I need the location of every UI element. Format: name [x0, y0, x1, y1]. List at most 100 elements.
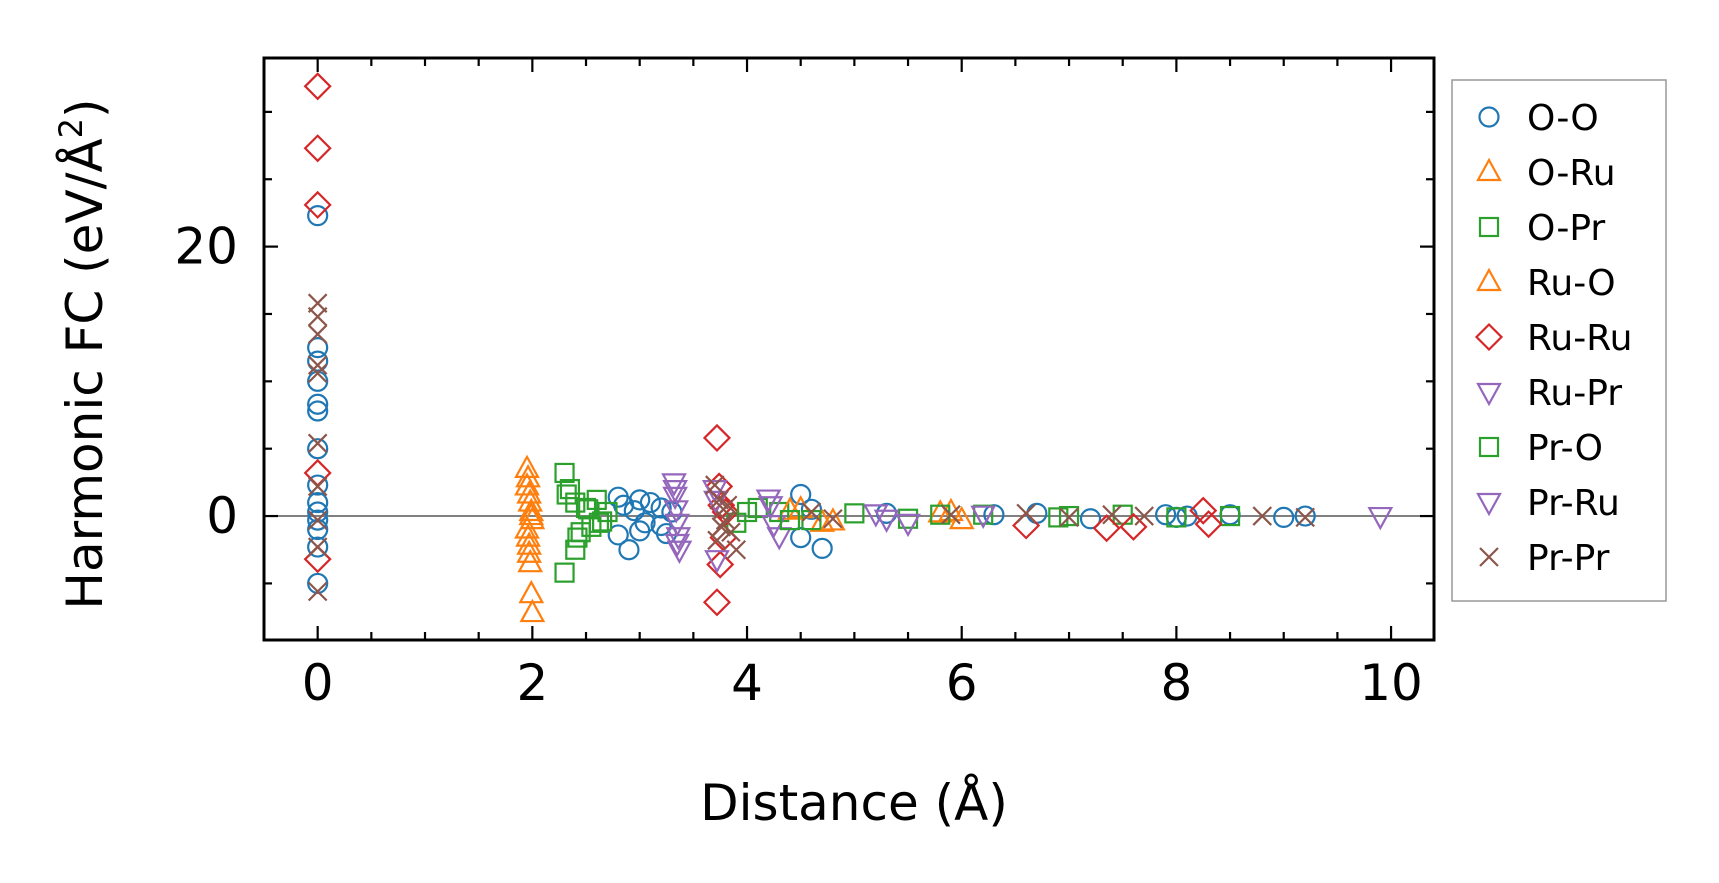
legend-marker: [1474, 322, 1504, 352]
data-point: [666, 540, 693, 565]
legend-marker: [1476, 267, 1502, 292]
data-point: [307, 581, 328, 602]
legend-label: Pr-Ru: [1527, 483, 1620, 524]
data-point: [634, 512, 656, 534]
data-point: [1273, 506, 1295, 529]
series-Ru-O: [514, 472, 954, 555]
data-point: [303, 134, 332, 163]
data-point: [1295, 507, 1315, 528]
x-tick-label: 10: [1359, 654, 1423, 712]
series-Ru-Pr: [661, 473, 1394, 574]
series-Ru-Ru: [303, 72, 1223, 617]
x-tick-label: 0: [302, 654, 334, 712]
data-point: [1048, 507, 1069, 528]
data-point: [639, 491, 662, 514]
legend-marker: [1476, 157, 1502, 182]
data-point: [307, 363, 328, 384]
data-point: [307, 509, 329, 531]
data-point: [607, 524, 629, 546]
data-point: [664, 533, 691, 558]
legend-entry: Pr-Pr: [1479, 538, 1610, 579]
data-point: [307, 324, 328, 344]
data-point: [757, 496, 784, 520]
data-point: [307, 474, 329, 496]
data-point: [709, 490, 729, 510]
legend-label: O-Pr: [1527, 208, 1605, 249]
data-point: [661, 473, 687, 497]
data-point: [662, 486, 688, 511]
data-point: [519, 598, 546, 623]
data-point: [1166, 507, 1187, 528]
series-O-Ru: [514, 454, 975, 623]
data-point: [518, 497, 545, 522]
y-tick-label: 0: [206, 487, 238, 545]
data-point: [554, 562, 575, 583]
y-axis-label-close: ): [56, 98, 114, 118]
legend-entry: O-Ru: [1476, 153, 1616, 194]
data-point: [930, 504, 951, 525]
legend-entry: Ru-O: [1476, 263, 1616, 304]
data-point: [629, 489, 651, 511]
legend-marker: [1478, 216, 1500, 238]
legend-label: O-O: [1527, 98, 1599, 139]
data-point: [1079, 508, 1102, 530]
legend-label: Ru-Pr: [1527, 373, 1622, 414]
data-point: [766, 527, 793, 551]
data-point: [726, 539, 747, 560]
data-point: [554, 462, 575, 484]
data-point: [755, 489, 782, 513]
data-point: [927, 499, 954, 523]
legend-label: Ru-O: [1527, 263, 1616, 304]
data-point: [307, 536, 329, 558]
data-point: [970, 505, 997, 529]
legend-entry: O-O: [1478, 98, 1599, 139]
x-tick-label: 4: [731, 654, 763, 712]
x-tick-label: 8: [1160, 654, 1192, 712]
data-point: [702, 588, 732, 617]
data-point: [1026, 502, 1048, 524]
y-axis-label-superscript: 2: [52, 118, 90, 138]
data-point: [307, 537, 328, 557]
data-point: [1058, 505, 1080, 527]
data-point: [307, 433, 328, 454]
data-point: [516, 539, 542, 563]
data-point: [307, 205, 329, 227]
x-tick-label: 2: [516, 654, 548, 712]
legend-label: Pr-O: [1527, 428, 1603, 469]
axes: 0 2 4 6 8 10 0 20: [174, 56, 1436, 712]
x-axis-label: Distance (Å): [700, 774, 1008, 832]
data-point: [1155, 504, 1177, 526]
legend-marker: [1476, 492, 1502, 517]
data-point: [895, 513, 921, 538]
legend: O-O O-Ru O-Pr Ru-O Ru-Ru Ru-Pr Pr-O Pr-Ru Pr-Pr: [1451, 79, 1667, 602]
data-point: [873, 509, 900, 534]
plot-frame: [262, 56, 1436, 642]
data-point: [707, 491, 736, 520]
data-point: [1092, 514, 1121, 543]
data-point: [823, 508, 843, 529]
x-tick-label: 6: [946, 654, 978, 712]
data-point: [941, 504, 961, 525]
data-point: [618, 539, 640, 561]
data-point: [761, 515, 787, 539]
data-point: [559, 479, 581, 500]
data-point: [820, 507, 846, 531]
data-point: [307, 350, 329, 372]
data-point: [705, 475, 725, 495]
data-point: [844, 503, 865, 524]
data-point: [1219, 505, 1241, 527]
data-point: [1112, 504, 1133, 525]
data-point: [307, 491, 329, 514]
data-point: [662, 480, 688, 504]
data-point: [650, 497, 672, 519]
data-point: [664, 513, 691, 538]
data-point: [518, 579, 545, 604]
data-point: [777, 496, 803, 520]
data-point: [514, 454, 540, 479]
data-point: [307, 510, 328, 530]
data-point: [707, 530, 727, 551]
legend-entry: O-Pr: [1478, 208, 1605, 249]
data-point: [801, 502, 822, 522]
data-point: [1367, 506, 1394, 531]
